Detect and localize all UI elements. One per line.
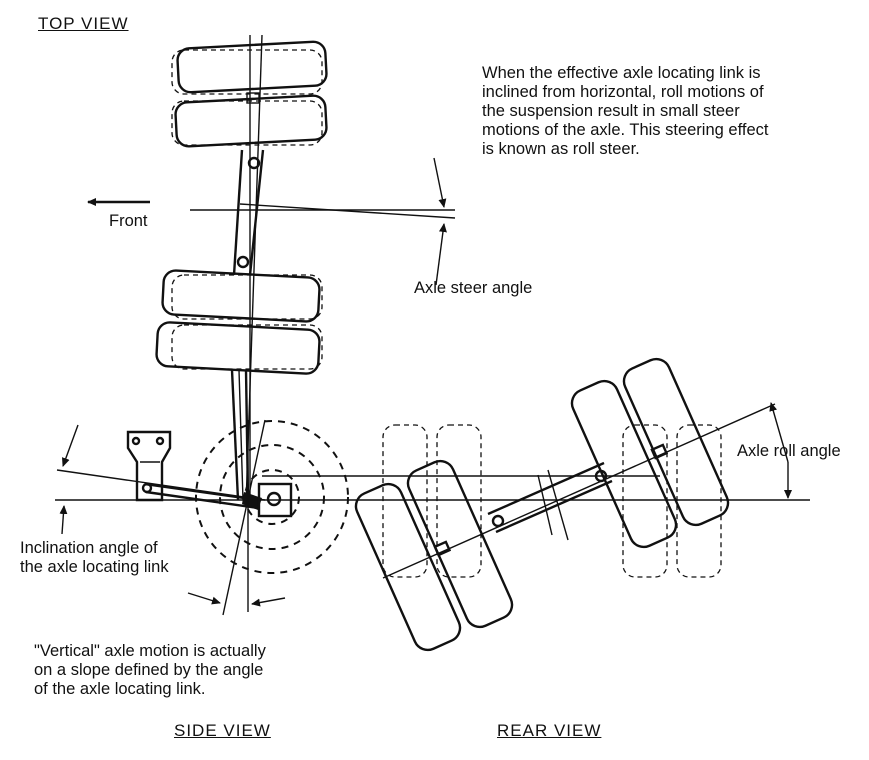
wheel-outer-dashed [195, 420, 349, 574]
bracket-bolt-right [155, 436, 165, 446]
link-pivot-top [247, 156, 261, 170]
rear-tire-rolled-4 [622, 357, 730, 527]
rolled-axle-beam-top [487, 461, 605, 516]
roll-steer-note: When the effective axle locating link is… [482, 64, 769, 158]
bracket-bolt-left [131, 436, 141, 446]
axle-steer-angle-label: Axle steer angle [414, 279, 533, 297]
rear-tire-neutral-2 [436, 424, 482, 578]
front-hub [246, 92, 260, 104]
vertical-motion-note: "Vertical" axle motion is actually on a … [34, 642, 266, 698]
axle-pivot-right [594, 469, 608, 483]
axle-motion-slope-line [222, 419, 266, 616]
rolled-axle-beam-bottom [495, 479, 613, 534]
link-rail-left [232, 149, 244, 276]
rear-right-tire-neutral [171, 324, 323, 370]
front-right-tire-neutral [171, 100, 323, 146]
inclination-arrow-bottom [59, 505, 68, 535]
rear-tire-neutral-1 [382, 424, 428, 578]
locating-link-bar-bottom [145, 490, 259, 510]
rear-right-tire [155, 321, 321, 375]
rolled-axle-line [382, 403, 776, 579]
locating-link-bar-top [144, 482, 259, 502]
hub-left [433, 540, 452, 557]
rear-tire-neutral-3 [622, 424, 668, 578]
axle-center [266, 491, 282, 507]
steered-line [239, 203, 456, 219]
center-mark-2 [547, 469, 569, 541]
inclination-arrow-top [61, 424, 79, 467]
hub-right [650, 443, 669, 460]
link-lower-left [230, 369, 240, 501]
axle-pivot-left [491, 514, 505, 528]
rear-tire-rolled-3 [570, 379, 678, 549]
axle-roll-angle-label: Axle roll angle [737, 442, 841, 460]
top-view-group [87, 34, 456, 506]
slope-angle-arrow-right [251, 597, 286, 607]
rear-tire-rolled-1 [354, 482, 462, 652]
slope-angle-arrow-left [187, 592, 221, 605]
inclination-angle-label: Inclination angle of the axle locating l… [20, 539, 169, 576]
center-mark-1 [537, 474, 553, 536]
top-view-title: TOP VIEW [38, 14, 129, 33]
rear-tire-neutral-4 [676, 424, 722, 578]
link-front-pivot [141, 482, 153, 494]
steer-angle-arrow-top [433, 157, 447, 208]
link-pivot-mid [236, 255, 250, 269]
side-view-group [55, 419, 810, 616]
rear-left-tire-neutral [171, 274, 323, 320]
axle-box [257, 482, 293, 518]
front-label: Front [109, 212, 148, 230]
rear-left-tire [161, 269, 321, 323]
rear-view-group [262, 357, 792, 652]
frame-bracket [126, 430, 172, 502]
link-lower-mid [238, 369, 244, 501]
front-left-tire [176, 40, 328, 94]
rear-view-title: REAR VIEW [497, 721, 602, 740]
roll-angle-arrow-top [769, 402, 789, 463]
wheel-middle-dashed [219, 444, 325, 550]
side-view-title: SIDE VIEW [174, 721, 271, 740]
steer-angle-arrow-bottom [435, 223, 447, 286]
link-rail-right [248, 149, 265, 276]
